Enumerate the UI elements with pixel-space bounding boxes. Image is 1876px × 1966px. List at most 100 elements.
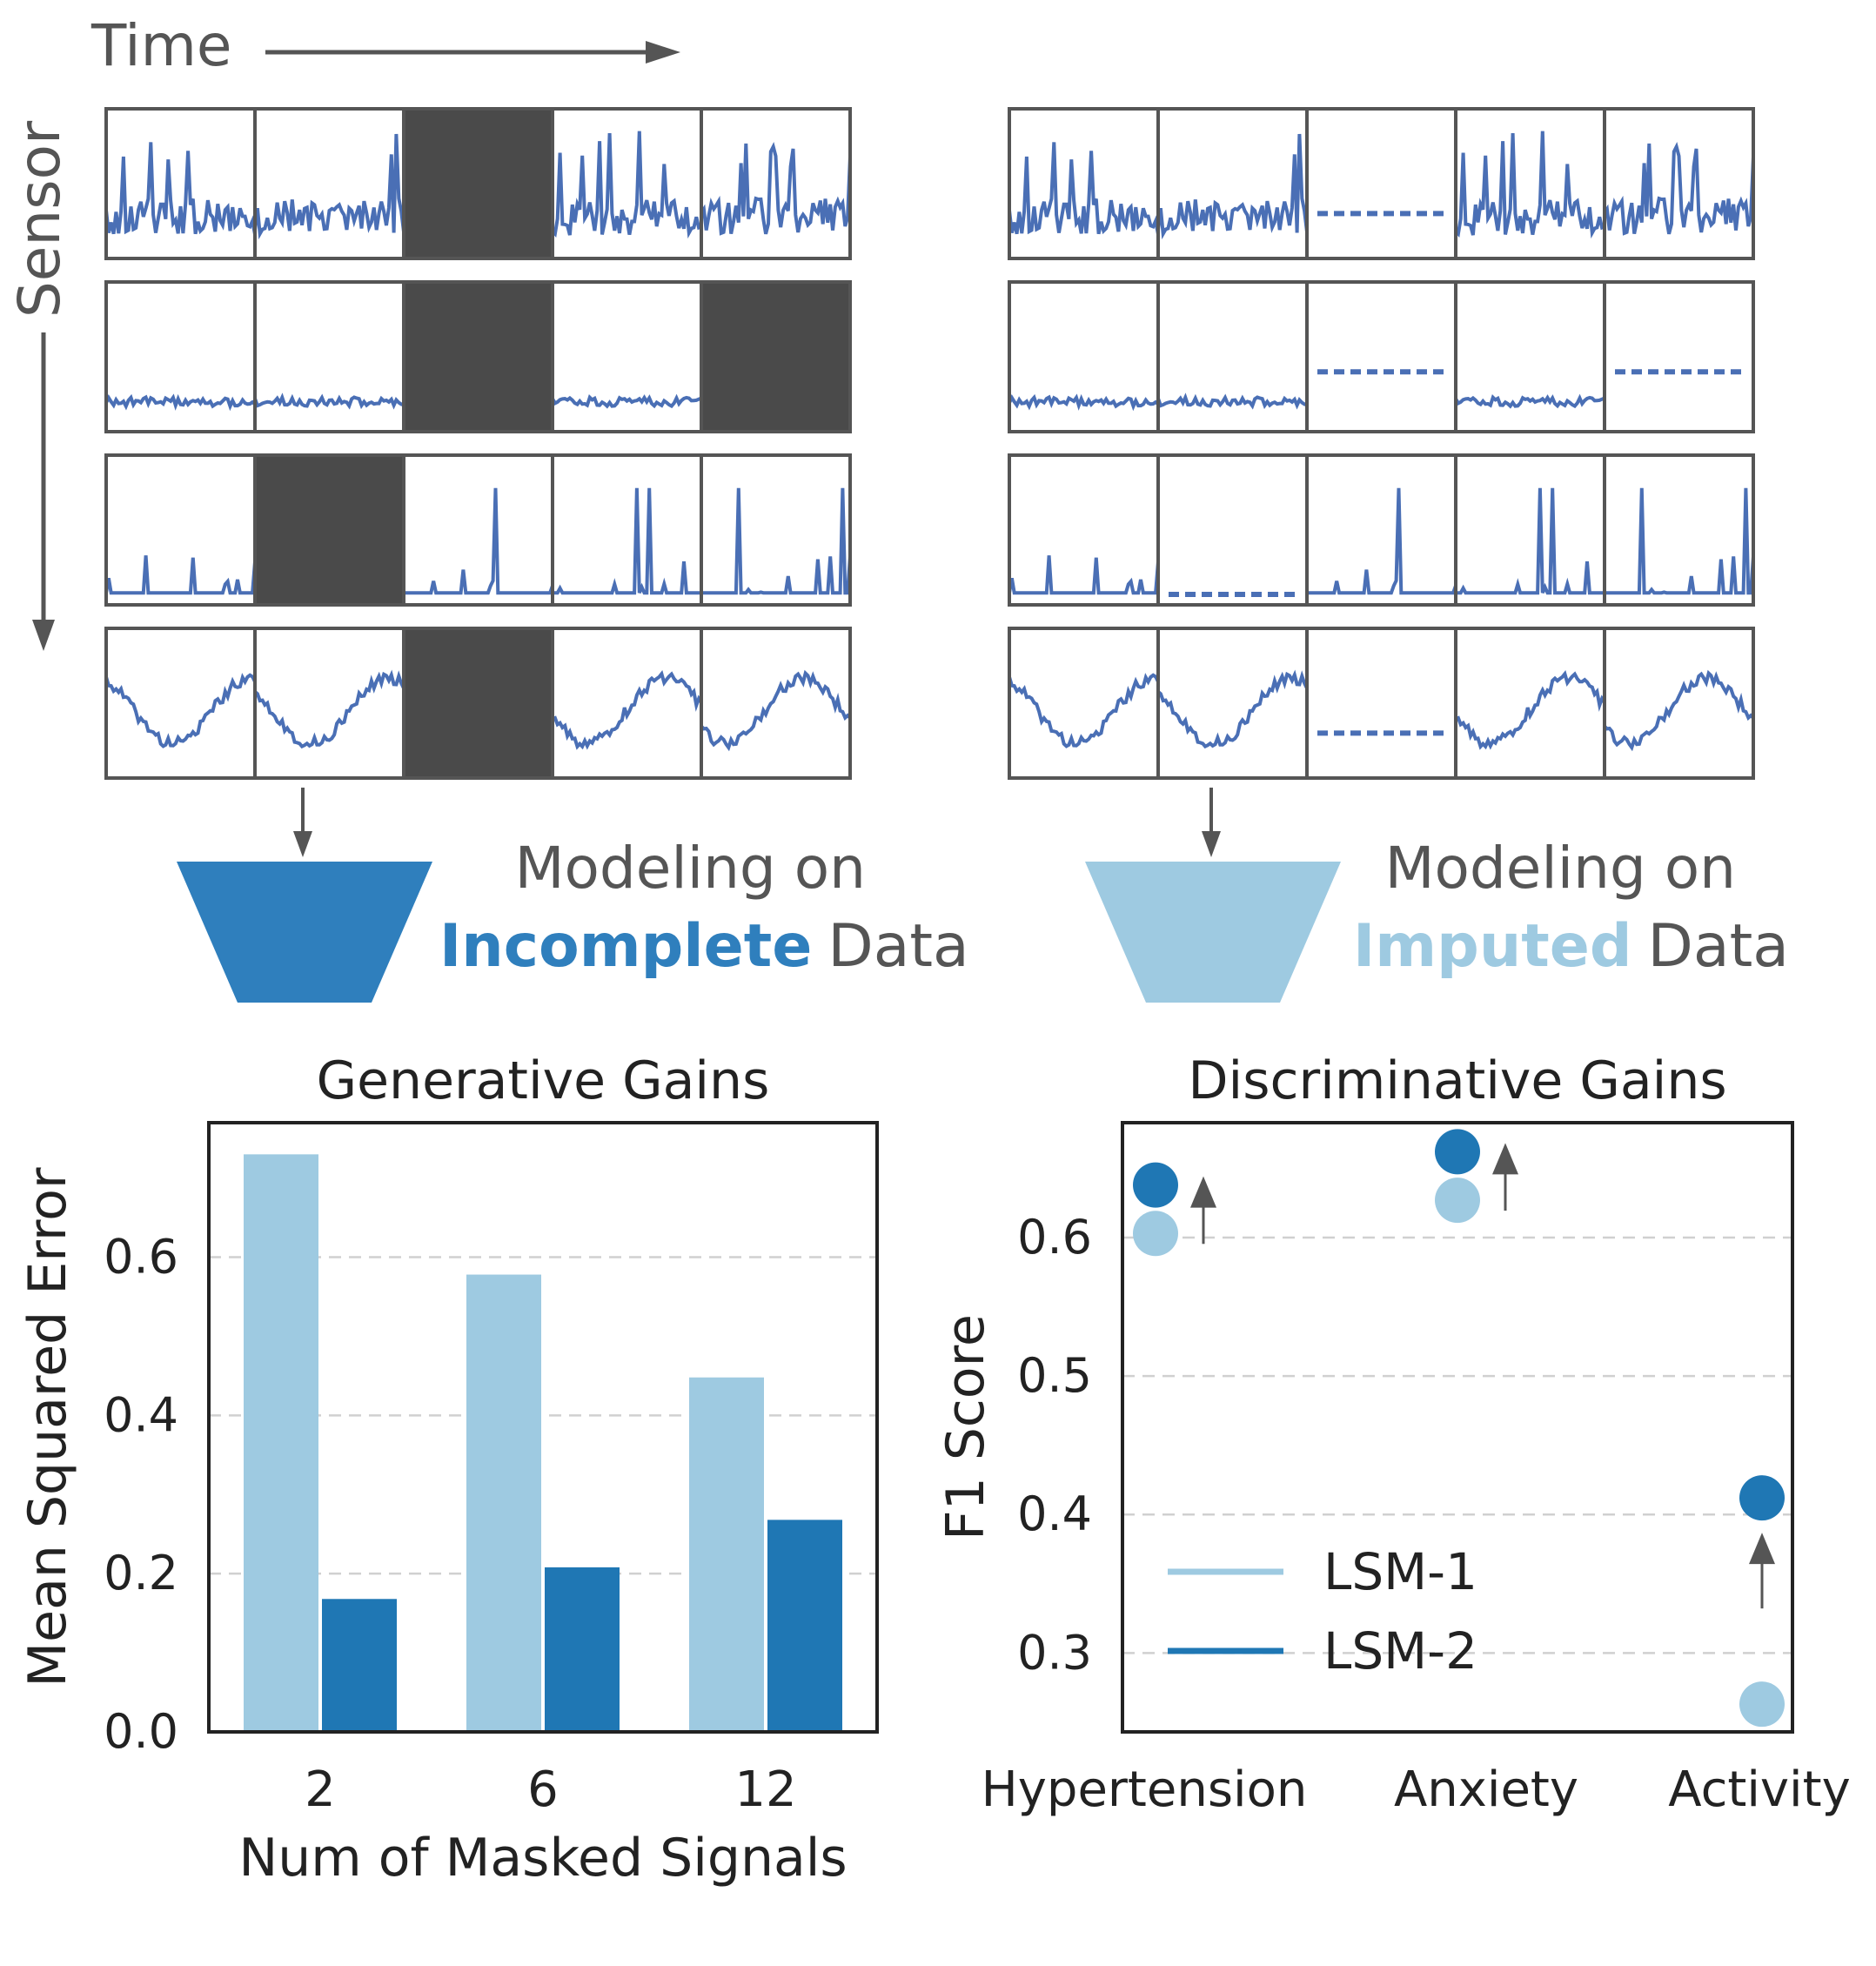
sensor-row — [104, 280, 852, 433]
sensor-cell — [402, 280, 554, 433]
sensor-cell — [1156, 280, 1309, 433]
point-lsm-2-activity — [1739, 1475, 1785, 1521]
signal-trace — [552, 670, 703, 750]
signal-trace — [1008, 142, 1160, 235]
sensor-cell — [1156, 453, 1309, 607]
sensor-cell — [700, 627, 852, 780]
cell-frame — [551, 453, 703, 607]
signal-trace — [1456, 487, 1605, 595]
masked-block — [404, 628, 553, 778]
sensor-row — [1008, 453, 1755, 607]
masked-block — [255, 455, 404, 605]
sensor-cell — [1008, 627, 1160, 780]
sensor-cell — [104, 453, 257, 607]
sensor-cell — [1008, 107, 1160, 260]
sensor-cell — [402, 453, 554, 607]
signal-trace — [253, 133, 405, 240]
sensor-cell — [253, 107, 405, 260]
cell-frame — [700, 280, 852, 433]
bar-lsm-1-6 — [466, 1274, 541, 1732]
left-caption-rest: Data — [827, 912, 968, 981]
sensor-cell — [700, 107, 852, 260]
cell-frame — [402, 453, 554, 607]
legend: LSM-1 LSM-2 — [1168, 1542, 1477, 1681]
x-axis-label: Num of Masked Signals — [238, 1828, 847, 1889]
cell-frame — [104, 453, 257, 607]
bar-lsm-2-2 — [322, 1599, 397, 1732]
point-lsm-2-anxiety — [1435, 1129, 1480, 1175]
signal-trace — [1605, 487, 1755, 595]
y-tick-label: 0.2 — [104, 1546, 178, 1600]
sensor-cell — [1603, 107, 1755, 260]
left-down-arrow — [293, 788, 312, 857]
signal-trace — [1454, 393, 1605, 409]
cell-frame — [551, 627, 703, 780]
sensor-row — [1008, 627, 1755, 780]
y-tick-label: 0.6 — [1017, 1210, 1092, 1265]
imputed-encoder-funnel — [1085, 862, 1341, 1003]
right-caption-line2: Imputed Data — [1353, 912, 1789, 981]
point-lsm-1-anxiety — [1435, 1178, 1480, 1224]
improvement-arrow-head — [1749, 1533, 1775, 1565]
sensor-row — [104, 453, 852, 607]
cell-frame — [104, 280, 257, 433]
sensor-row — [1008, 107, 1755, 260]
sensor-row — [104, 107, 852, 260]
y-tick-label: 0.4 — [104, 1387, 178, 1442]
sensor-row — [104, 627, 852, 780]
sensor-cell — [1008, 280, 1160, 433]
sensor-cell — [1305, 107, 1457, 260]
left-caption-line1: Modeling on — [515, 835, 866, 902]
sensor-cell — [253, 280, 405, 433]
generative-gains-chart: 0.0 0.2 0.4 0.6 2 6 12 Generative Gains Num of M… — [17, 1050, 879, 1889]
sensor-label: Sensor — [6, 120, 73, 318]
sensor-cell — [1454, 280, 1606, 433]
signal-trace — [1008, 673, 1160, 748]
chart-title: Generative Gains — [317, 1050, 770, 1111]
sensor-cell — [1454, 627, 1606, 780]
sensor-cell — [1454, 107, 1606, 260]
x-tick-label: Activity — [1668, 1761, 1850, 1818]
right-caption-line1: Modeling on — [1385, 835, 1736, 902]
cell-frame — [1008, 107, 1160, 260]
signal-trace — [551, 131, 702, 239]
cell-frame — [1305, 280, 1457, 433]
masked-block — [404, 282, 553, 432]
sensor-cell — [1603, 453, 1755, 607]
cell-frame — [104, 107, 257, 260]
signal-trace — [1603, 669, 1755, 752]
signal-trace — [1455, 670, 1606, 750]
cell-frame — [253, 627, 405, 780]
point-lsm-1-activity — [1739, 1681, 1785, 1728]
plot-frame — [1121, 1121, 1794, 1734]
signal-trace — [700, 142, 852, 236]
legend-label: LSM-1 — [1323, 1542, 1477, 1601]
bar-lsm-1-2 — [244, 1154, 318, 1732]
signal-trace — [1603, 142, 1755, 236]
right-down-arrow — [1202, 788, 1221, 857]
x-tick-label: 2 — [305, 1761, 336, 1818]
sensor-cell — [1603, 627, 1755, 780]
cell-frame — [700, 107, 852, 260]
sensor-cell — [1305, 280, 1457, 433]
cell-frame — [1454, 453, 1606, 607]
discriminative-gains-chart: 0.3 0.4 0.5 0.6 Hypertension Anxiety Activity L… — [935, 1050, 1851, 1818]
plot-frame — [207, 1121, 879, 1734]
bar-lsm-2-12 — [767, 1520, 842, 1732]
y-tick-label: 0.6 — [104, 1230, 178, 1285]
chart-title: Discriminative Gains — [1188, 1050, 1726, 1111]
sensor-cell — [253, 627, 405, 780]
point-lsm-2-hypertension — [1133, 1162, 1178, 1208]
right-caption-rest: Data — [1648, 912, 1789, 981]
sensor-cell — [1305, 627, 1457, 780]
sensor-row — [1008, 280, 1755, 433]
cell-frame — [1008, 280, 1160, 433]
cell-frame — [1454, 627, 1606, 780]
cell-frame — [700, 453, 852, 607]
x-tick-label: 6 — [527, 1761, 559, 1818]
signal-trace — [1307, 487, 1457, 595]
incomplete-data-grid — [104, 107, 852, 780]
sensor-cell — [104, 280, 257, 433]
point-lsm-1-hypertension — [1133, 1211, 1178, 1257]
